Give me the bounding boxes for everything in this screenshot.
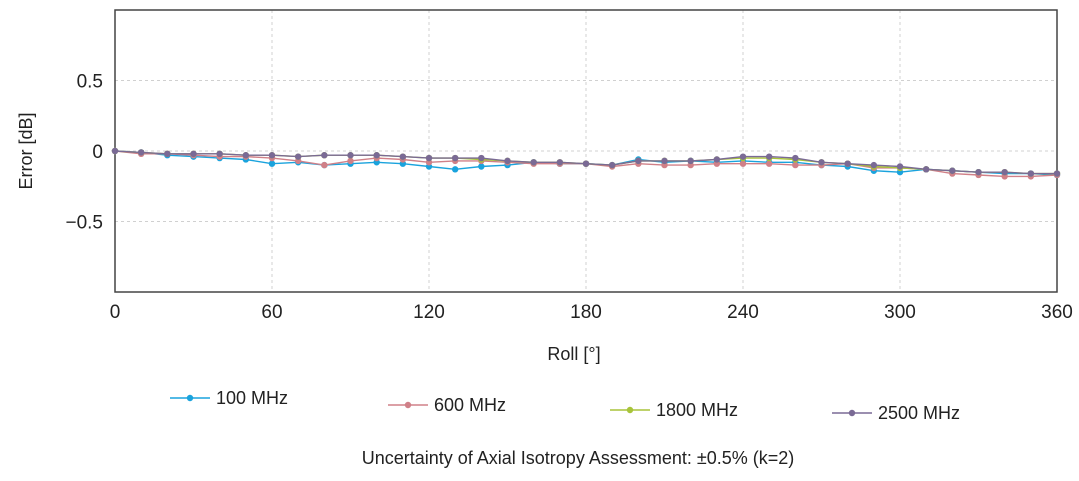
data-point [216, 150, 223, 158]
legend-item: 100 MHz [170, 388, 288, 408]
data-point [792, 161, 799, 169]
data-point [190, 150, 197, 158]
data-point [478, 163, 485, 170]
data-point [451, 166, 459, 173]
legend-marker [404, 401, 412, 409]
data-point [347, 157, 354, 165]
data-point [896, 163, 904, 170]
data-point [268, 160, 276, 167]
data-point [242, 152, 250, 159]
x-tick-label: 180 [570, 302, 602, 323]
data-point [530, 159, 537, 166]
data-point [739, 153, 747, 160]
legend-label: 600 MHz [434, 395, 506, 415]
y-axis-ticks: 0.5 0 −0.5 [65, 72, 103, 234]
legend-marker [848, 409, 856, 417]
legend-item: 1800 MHz [610, 400, 738, 420]
data-point [1027, 170, 1035, 177]
x-axis-label: Roll [°] [547, 344, 600, 364]
data-point [1053, 170, 1061, 177]
data-point [635, 157, 642, 165]
legend-item: 600 MHz [388, 395, 506, 415]
data-point [137, 149, 145, 156]
y-axis-label: Error [dB] [16, 112, 36, 189]
data-point [321, 152, 328, 159]
data-point [922, 166, 930, 173]
data-point [1001, 168, 1008, 176]
y-tick-label: −0.5 [65, 213, 103, 234]
data-point [294, 153, 302, 160]
legend-marker [186, 394, 194, 402]
x-tick-label: 120 [413, 302, 445, 323]
data-point [765, 160, 773, 167]
legend: 100 MHz 600 MHz 1800 MHz 2500 MHz [170, 388, 960, 423]
data-point [321, 161, 328, 169]
data-point [608, 161, 616, 169]
data-point [765, 153, 773, 160]
x-tick-label: 240 [727, 302, 759, 323]
y-tick-label: 0.5 [77, 72, 103, 93]
data-point [661, 157, 668, 165]
data-point [111, 147, 119, 155]
x-axis-ticks: 0 60 120 180 240 300 360 [110, 302, 1073, 323]
legend-item: 2500 MHz [832, 403, 960, 423]
data-point [504, 157, 511, 165]
data-point [425, 154, 433, 162]
footnote: Uncertainty of Axial Isotropy Assessment… [362, 448, 795, 468]
data-point [373, 152, 380, 159]
legend-label: 2500 MHz [878, 403, 960, 423]
data-point [844, 160, 851, 167]
legend-label: 100 MHz [216, 388, 288, 408]
data-point [739, 160, 747, 167]
data-point [347, 152, 354, 159]
data-point [792, 154, 799, 162]
data-point [818, 159, 825, 166]
series-2500-mhz [111, 147, 1061, 177]
data-point [975, 168, 982, 176]
legend-marker [626, 406, 634, 414]
data-point [556, 159, 564, 166]
data-point [870, 161, 878, 169]
grid [115, 10, 1057, 292]
x-tick-label: 60 [261, 302, 282, 323]
data-point [949, 167, 956, 174]
series-layer [111, 147, 1061, 180]
x-tick-label: 0 [110, 302, 121, 323]
y-tick-label: 0 [92, 142, 103, 163]
data-point [478, 154, 485, 162]
data-point [687, 157, 694, 165]
x-tick-label: 300 [884, 302, 916, 323]
legend-label: 1800 MHz [656, 400, 738, 420]
x-tick-label: 360 [1041, 302, 1073, 323]
data-point [268, 152, 276, 159]
data-point [164, 150, 171, 158]
data-point [451, 154, 459, 162]
data-point [399, 153, 407, 160]
data-point [713, 156, 721, 163]
data-point [582, 160, 590, 167]
